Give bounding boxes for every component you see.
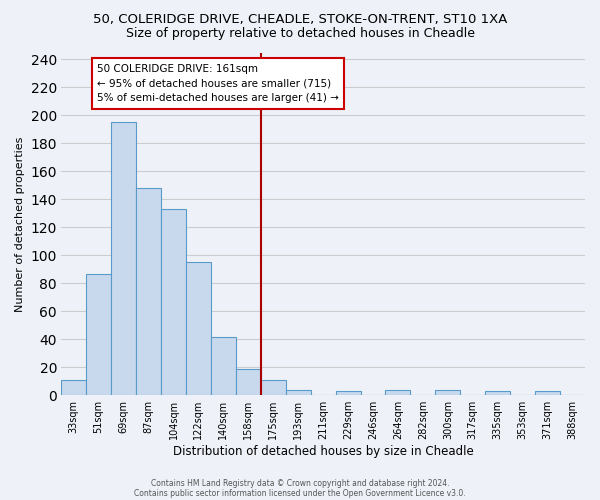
X-axis label: Distribution of detached houses by size in Cheadle: Distribution of detached houses by size … [173,444,473,458]
Bar [535,391,560,396]
Bar [261,380,286,396]
Bar [385,390,410,396]
Text: 50, COLERIDGE DRIVE, CHEADLE, STOKE-ON-TRENT, ST10 1XA: 50, COLERIDGE DRIVE, CHEADLE, STOKE-ON-T… [93,12,507,26]
Bar [335,391,361,396]
Bar [136,188,161,396]
Bar [436,390,460,396]
Bar [186,262,211,396]
Bar [161,210,186,396]
Bar [286,390,311,396]
Text: Contains public sector information licensed under the Open Government Licence v3: Contains public sector information licen… [134,488,466,498]
Text: 50 COLERIDGE DRIVE: 161sqm
← 95% of detached houses are smaller (715)
5% of semi: 50 COLERIDGE DRIVE: 161sqm ← 95% of deta… [97,64,339,104]
Bar [111,122,136,396]
Text: Size of property relative to detached houses in Cheadle: Size of property relative to detached ho… [125,28,475,40]
Y-axis label: Number of detached properties: Number of detached properties [15,136,25,312]
Bar [236,369,261,396]
Bar [211,336,236,396]
Bar [61,380,86,396]
Bar [86,274,111,396]
Bar [485,391,510,396]
Text: Contains HM Land Registry data © Crown copyright and database right 2024.: Contains HM Land Registry data © Crown c… [151,478,449,488]
